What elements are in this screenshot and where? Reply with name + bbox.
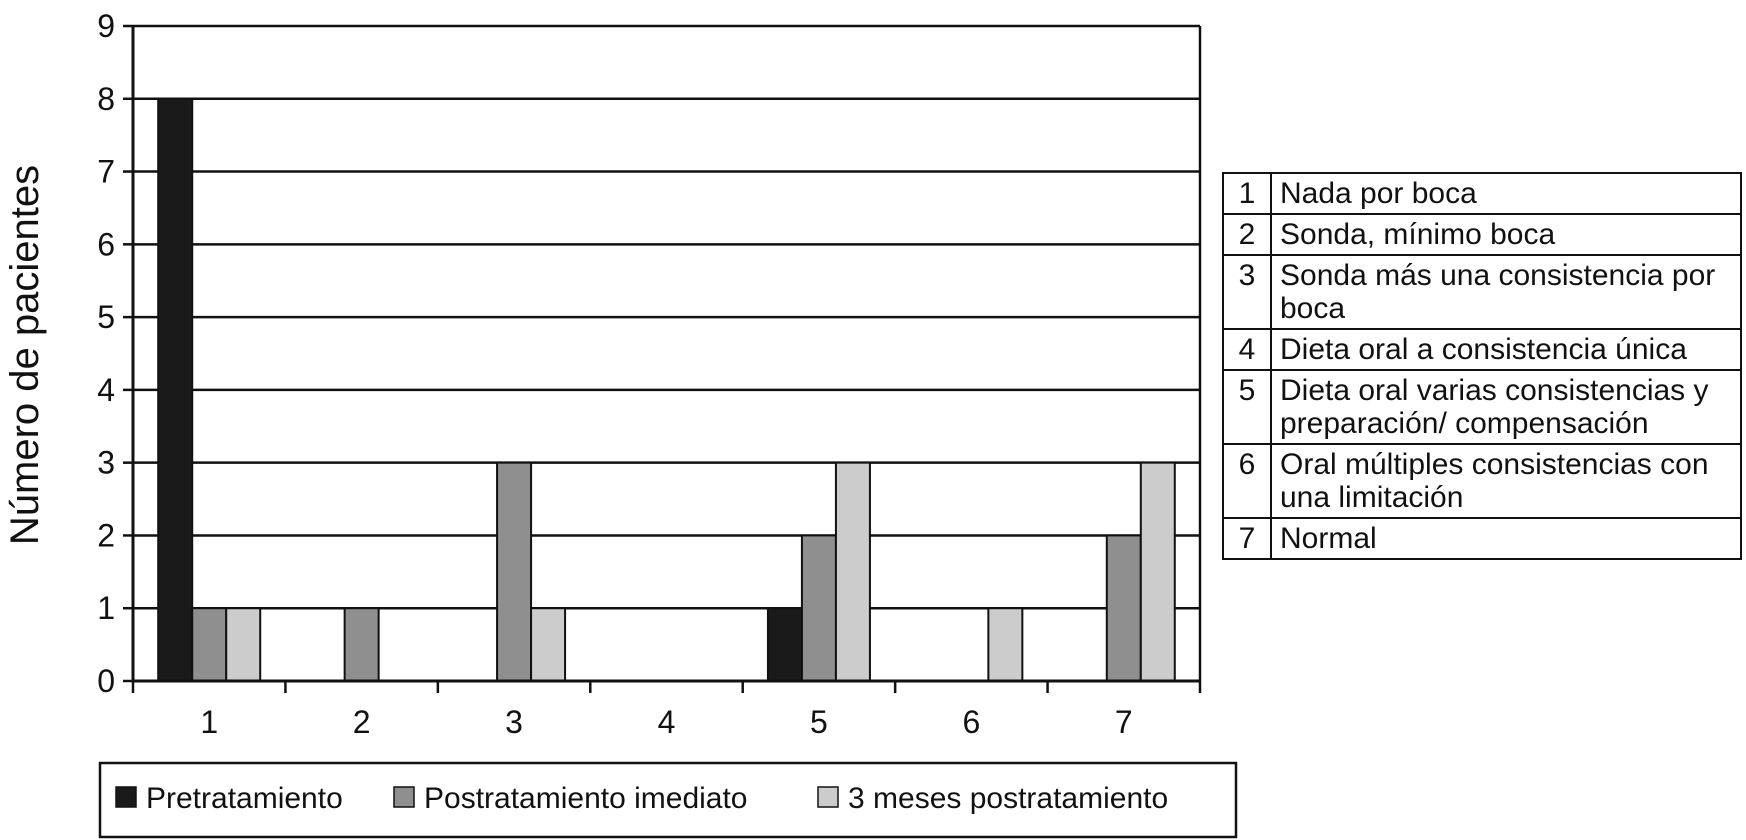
- key-label: Dieta oral varias consistencias y prepar…: [1270, 369, 1742, 445]
- key-label: Sonda más una consistencia por boca: [1270, 254, 1742, 330]
- bar: [1139, 461, 1176, 682]
- bar: [1105, 534, 1142, 683]
- x-tick-label: 5: [810, 704, 828, 740]
- key-label: Nada por boca: [1270, 172, 1742, 215]
- y-tick-label: 9: [97, 8, 115, 44]
- y-tick-label: 0: [97, 663, 115, 699]
- x-tick-label: 7: [1115, 704, 1133, 740]
- bar: [766, 607, 803, 683]
- key-number: 5: [1222, 369, 1272, 445]
- legend-label: 3 meses postratamiento: [848, 782, 1168, 815]
- legend-box: [98, 761, 1238, 839]
- bar: [987, 607, 1024, 683]
- key-row: 5 Dieta oral varias consistencias y prepa…: [1222, 369, 1742, 445]
- axes: [131, 26, 1202, 693]
- bars: [157, 97, 1176, 683]
- y-tick-label: 4: [97, 372, 115, 408]
- bar: [496, 461, 533, 682]
- key-number: 1: [1222, 172, 1272, 215]
- bar: [225, 607, 262, 683]
- key-row: 2 Sonda, mínimo boca: [1222, 213, 1742, 256]
- key-number: 4: [1222, 328, 1272, 371]
- legend-swatch: [393, 786, 415, 808]
- key-row: 1 Nada por boca: [1222, 172, 1742, 215]
- key-label: Sonda, mínimo boca: [1270, 213, 1742, 256]
- grid-lines: [123, 24, 1200, 683]
- legend: Pretratamiento Postratamiento imediato 3 m…: [98, 761, 1238, 839]
- y-tick-label: 8: [97, 81, 115, 117]
- key-number: 3: [1222, 254, 1272, 330]
- bar: [530, 607, 567, 683]
- key-label: Dieta oral a consistencia única: [1270, 328, 1742, 371]
- bar: [834, 461, 871, 682]
- key-row: 6 Oral múltiples consistencias con una li…: [1222, 443, 1742, 519]
- key-number: 7: [1222, 517, 1272, 560]
- legend-swatch: [115, 786, 137, 808]
- key-number: 6: [1222, 443, 1272, 519]
- y-tick-labels: 0 1 2 3 4 5 6 7 8 9: [97, 8, 115, 699]
- y-tick-label: 7: [97, 154, 115, 190]
- x-tick-label: 6: [962, 704, 980, 740]
- legend-swatch: [817, 786, 839, 808]
- y-tick-label: 1: [97, 590, 115, 626]
- key-row: 7 Normal: [1222, 517, 1742, 560]
- bar: [191, 607, 228, 683]
- category-key-table: 1 Nada por boca 2 Sonda, mínimo boca 3 Sonda …: [1222, 172, 1742, 560]
- x-tick-labels: 1 2 3 4 5 6 7: [200, 704, 1132, 740]
- x-tick-label: 4: [658, 704, 676, 740]
- legend-label: Pretratamiento: [146, 782, 343, 815]
- y-tick-label: 3: [97, 445, 115, 481]
- key-row: 4 Dieta oral a consistencia única: [1222, 328, 1742, 371]
- y-axis-title: Número de pacientes: [3, 165, 47, 545]
- key-label: Oral múltiples consistencias con una lim…: [1270, 443, 1742, 519]
- x-tick-label: 3: [505, 704, 523, 740]
- bar: [800, 534, 837, 683]
- y-tick-label: 5: [97, 299, 115, 335]
- key-row: 3 Sonda más una consistencia por boca: [1222, 254, 1742, 330]
- legend-label: Postratamiento imediato: [424, 782, 748, 815]
- x-tick-label: 2: [353, 704, 371, 740]
- bar: [343, 607, 380, 683]
- y-tick-label: 2: [97, 517, 115, 553]
- key-number: 2: [1222, 213, 1272, 256]
- x-tick-label: 1: [200, 704, 218, 740]
- y-tick-label: 6: [97, 226, 115, 262]
- key-label: Normal: [1270, 517, 1742, 560]
- bar: [157, 97, 194, 683]
